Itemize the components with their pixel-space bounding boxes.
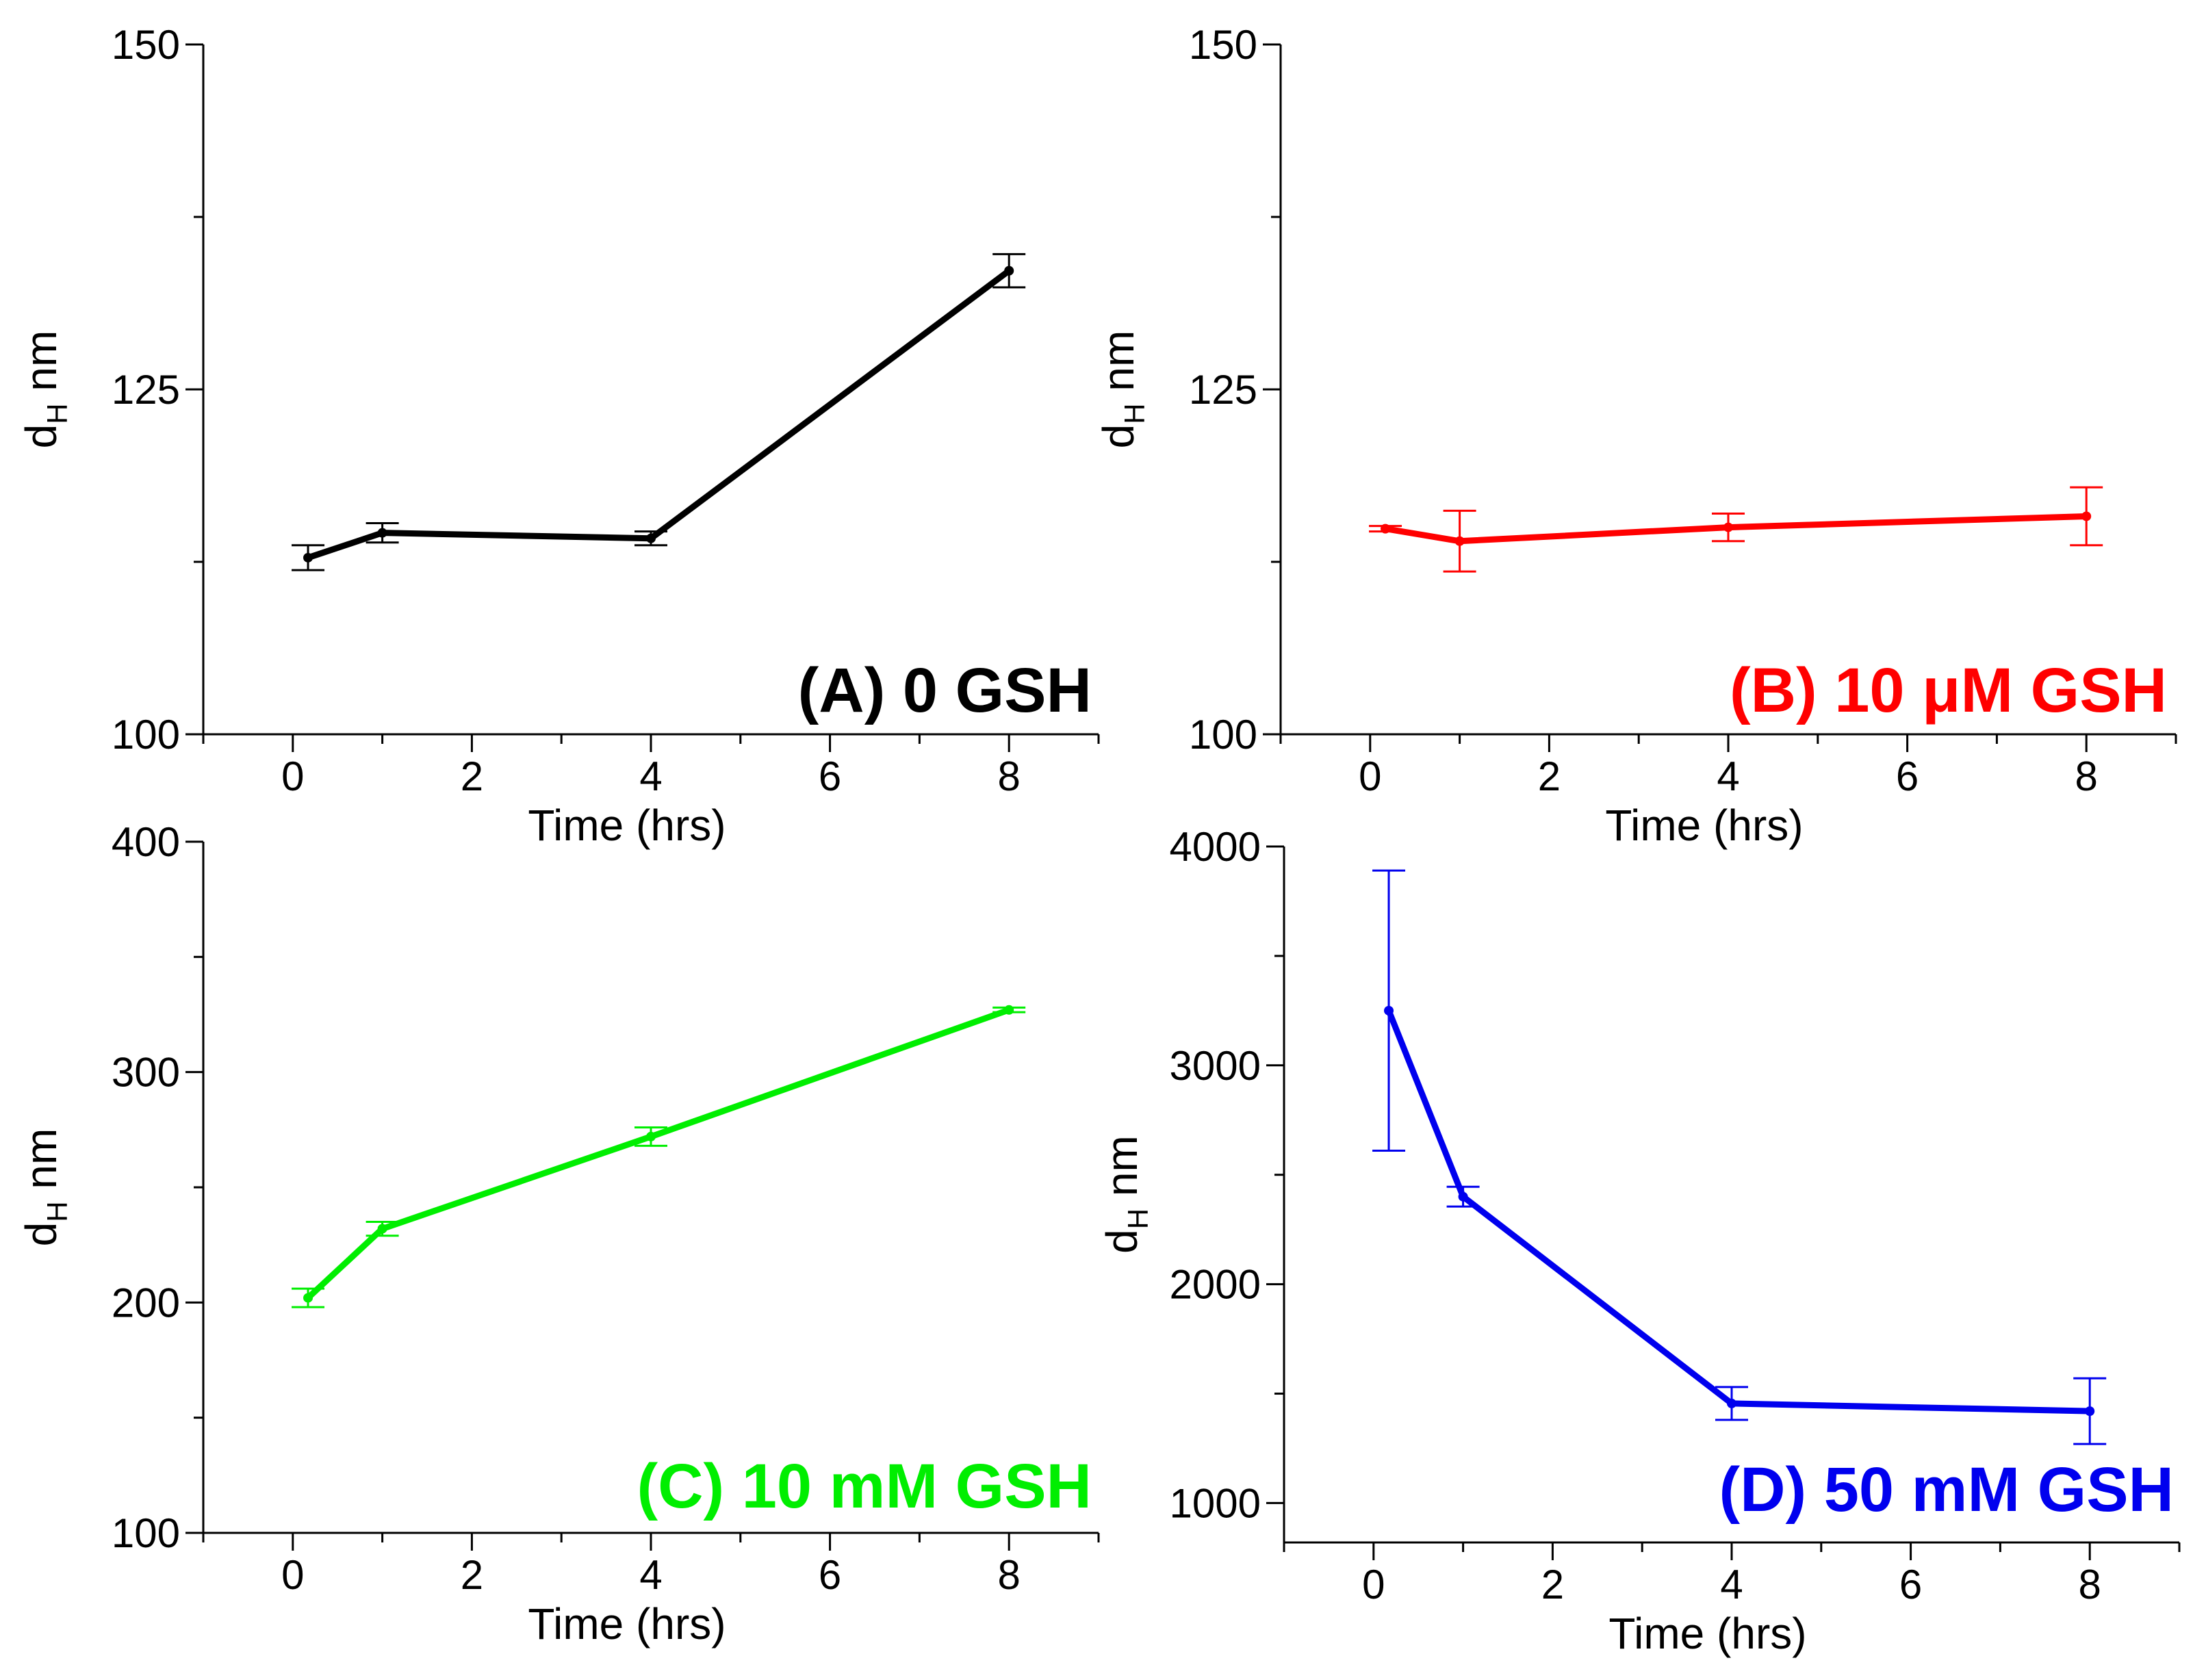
data-point (1458, 1191, 1468, 1202)
data-point (646, 1131, 656, 1141)
y-axis-title: dH nm (1094, 331, 1151, 449)
panel-label: (D) 50 mM GSH (1719, 1455, 2174, 1525)
data-point (646, 533, 656, 543)
data-point (1454, 536, 1465, 546)
y-tick-label: 1000 (1170, 1480, 1261, 1526)
y-tick-label: 150 (112, 22, 180, 68)
x-tick-label: 8 (2079, 1562, 2101, 1607)
data-point (303, 1293, 313, 1303)
data-point (1004, 266, 1014, 276)
x-tick-label: 0 (1362, 1562, 1385, 1607)
x-tick-label: 4 (639, 753, 662, 799)
y-tick-label: 125 (1189, 367, 1257, 413)
y-tick-label: 3000 (1170, 1043, 1261, 1089)
y-tick-label: 100 (112, 712, 180, 758)
panel-label: (C) 10 mM GSH (637, 1451, 1092, 1521)
x-axis-title: Time (hrs) (528, 801, 726, 850)
x-axis-title: Time (hrs) (1608, 1609, 1806, 1658)
y-axis-unit: nm (16, 331, 66, 404)
y-axis-subscript: H (41, 1201, 73, 1222)
y-axis-symbol: d (1094, 424, 1143, 449)
x-tick-label: 0 (281, 1552, 304, 1598)
y-tick-label: 100 (112, 1510, 180, 1556)
x-tick-label: 4 (639, 1552, 662, 1598)
panel-a: 0 2 4 6 8 100 125 150 Time (hrs) dH nm (A) 0 GSH (16, 22, 1100, 850)
y-tick-label: 150 (1189, 22, 1257, 68)
y-axis-unit: nm (16, 1128, 66, 1202)
y-tick-label: 200 (112, 1280, 180, 1326)
data-point (377, 528, 387, 538)
series-line (307, 268, 1011, 561)
panel-c: 0 2 4 6 8 100 200 300 400 Time (hrs) dH nm (C) 10 m… (16, 819, 1100, 1649)
x-tick-label: 4 (1720, 1562, 1743, 1607)
y-axis-symbol: d (1097, 1229, 1146, 1254)
panel-d: 0 2 4 6 8 1000 2000 3000 4000 Time (hrs) dH nm (D) … (1097, 824, 2181, 1658)
x-tick-label: 4 (1717, 753, 1739, 799)
x-tick-label: 2 (461, 753, 483, 799)
x-tick-label: 6 (819, 753, 841, 799)
x-axis-title: Time (hrs) (528, 1599, 726, 1649)
x-tick-label: 0 (281, 753, 304, 799)
y-tick-label: 100 (1189, 712, 1257, 758)
x-axis-title: Time (hrs) (1605, 801, 1803, 850)
y-axis-subscript: H (41, 403, 73, 424)
y-axis-symbol: d (16, 1222, 66, 1247)
y-tick-label: 400 (112, 819, 180, 865)
x-tick-label: 6 (819, 1552, 841, 1598)
panel-label: (B) 10 μM GSH (1730, 656, 2167, 725)
y-axis-subscript: H (1118, 403, 1151, 424)
data-point (1723, 522, 1733, 532)
data-point (2085, 1406, 2095, 1417)
y-tick-label: 125 (112, 367, 180, 413)
x-tick-label: 2 (1538, 753, 1561, 799)
y-axis-symbol: d (16, 424, 66, 449)
data-point (377, 1224, 387, 1234)
y-axis-unit: nm (1094, 331, 1143, 404)
x-tick-label: 8 (998, 1552, 1021, 1598)
y-axis-title: dH nm (16, 1128, 73, 1247)
y-axis-unit: nm (1097, 1135, 1146, 1209)
x-tick-label: 0 (1359, 753, 1381, 799)
x-tick-label: 2 (1541, 1562, 1564, 1607)
series-line (1385, 513, 2087, 545)
series-line (1385, 1009, 2090, 1414)
series-line (305, 1007, 1010, 1300)
panel-label: (A) 0 GSH (798, 656, 1092, 725)
data-point (1381, 524, 1391, 534)
data-point (1727, 1398, 1736, 1408)
x-tick-label: 6 (1899, 1562, 1922, 1607)
y-axis-title: dH nm (1097, 1135, 1154, 1254)
x-tick-label: 2 (461, 1552, 483, 1598)
panel-b: 0 2 4 6 8 100 125 150 Time (hrs) dH nm (B) 10 μM G… (1094, 22, 2177, 850)
y-tick-label: 300 (112, 1050, 180, 1096)
y-axis-title: dH nm (16, 331, 73, 449)
data-point (1384, 1005, 1394, 1016)
data-point (1004, 1005, 1014, 1015)
x-tick-label: 6 (1896, 753, 1919, 799)
x-tick-label: 8 (2075, 753, 2098, 799)
data-point (2081, 511, 2092, 521)
y-tick-label: 4000 (1170, 824, 1261, 870)
data-point (303, 552, 313, 563)
x-tick-label: 8 (998, 753, 1021, 799)
y-tick-label: 2000 (1170, 1262, 1261, 1308)
y-axis-subscript: H (1122, 1209, 1154, 1229)
